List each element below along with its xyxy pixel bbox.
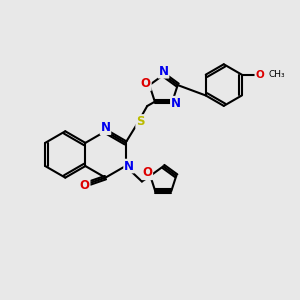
Text: CH₃: CH₃: [268, 70, 285, 79]
Text: N: N: [124, 160, 134, 172]
Text: N: N: [159, 65, 169, 78]
Text: O: O: [142, 166, 152, 179]
Text: O: O: [255, 70, 264, 80]
Text: N: N: [171, 97, 181, 110]
Text: S: S: [136, 115, 145, 128]
Text: N: N: [100, 121, 110, 134]
Text: O: O: [141, 77, 151, 90]
Text: O: O: [80, 179, 90, 192]
